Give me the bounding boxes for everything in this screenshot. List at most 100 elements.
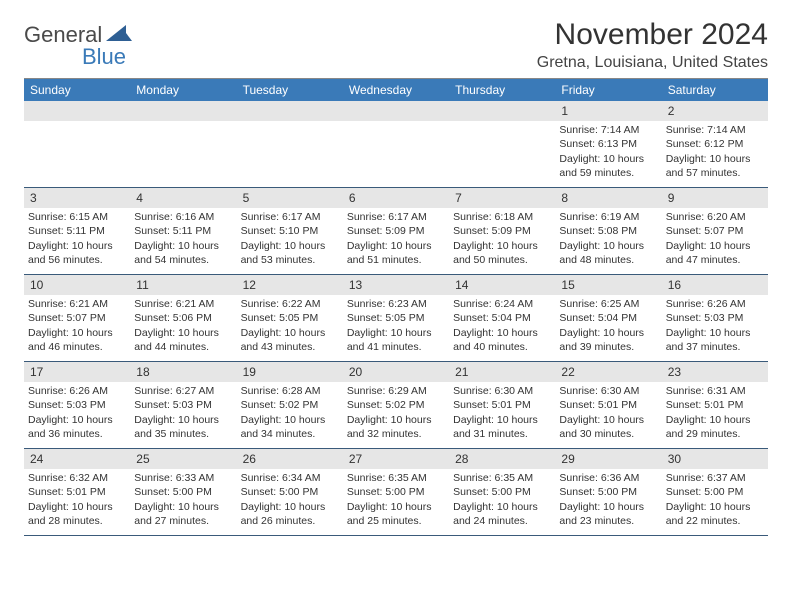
day-info-line: Sunrise: 7:14 AM bbox=[559, 123, 657, 137]
day-info-line: Daylight: 10 hours bbox=[666, 413, 764, 427]
day-info-line: and 29 minutes. bbox=[666, 427, 764, 441]
day-number: 25 bbox=[130, 449, 236, 469]
day-info-line: Sunset: 5:01 PM bbox=[453, 398, 551, 412]
weekday-header-row: SundayMondayTuesdayWednesdayThursdayFrid… bbox=[24, 79, 768, 101]
day-body: Sunrise: 6:19 AMSunset: 5:08 PMDaylight:… bbox=[555, 208, 661, 271]
day-number: 18 bbox=[130, 362, 236, 382]
day-info-line: Sunset: 5:01 PM bbox=[28, 485, 126, 499]
day-body: Sunrise: 6:23 AMSunset: 5:05 PMDaylight:… bbox=[343, 295, 449, 358]
day-body: Sunrise: 6:33 AMSunset: 5:00 PMDaylight:… bbox=[130, 469, 236, 532]
day-number: 4 bbox=[130, 188, 236, 208]
day-info-line: Sunrise: 6:26 AM bbox=[28, 384, 126, 398]
day-info-line: Sunset: 5:03 PM bbox=[28, 398, 126, 412]
week-row: 17Sunrise: 6:26 AMSunset: 5:03 PMDayligh… bbox=[24, 362, 768, 449]
day-info-line: Daylight: 10 hours bbox=[241, 326, 339, 340]
day-info-line: and 39 minutes. bbox=[559, 340, 657, 354]
calendar-grid: 1Sunrise: 7:14 AMSunset: 6:13 PMDaylight… bbox=[24, 101, 768, 536]
day-cell: 2Sunrise: 7:14 AMSunset: 6:12 PMDaylight… bbox=[662, 101, 768, 187]
day-cell: 24Sunrise: 6:32 AMSunset: 5:01 PMDayligh… bbox=[24, 449, 130, 535]
day-info-line: Sunset: 5:02 PM bbox=[241, 398, 339, 412]
weekday-header: Wednesday bbox=[343, 79, 449, 101]
day-number: 2 bbox=[662, 101, 768, 121]
day-number bbox=[130, 101, 236, 121]
week-row: 3Sunrise: 6:15 AMSunset: 5:11 PMDaylight… bbox=[24, 188, 768, 275]
day-info-line: Daylight: 10 hours bbox=[134, 239, 232, 253]
logo: General Blue bbox=[24, 22, 144, 70]
day-info-line: Sunrise: 6:37 AM bbox=[666, 471, 764, 485]
day-body: Sunrise: 6:28 AMSunset: 5:02 PMDaylight:… bbox=[237, 382, 343, 445]
day-info-line: Sunrise: 6:34 AM bbox=[241, 471, 339, 485]
day-info-line: Daylight: 10 hours bbox=[666, 500, 764, 514]
day-info-line: Sunset: 5:01 PM bbox=[559, 398, 657, 412]
day-cell: 15Sunrise: 6:25 AMSunset: 5:04 PMDayligh… bbox=[555, 275, 661, 361]
day-info-line: Daylight: 10 hours bbox=[347, 413, 445, 427]
day-info-line: Sunset: 5:02 PM bbox=[347, 398, 445, 412]
header: General Blue November 2024 Gretna, Louis… bbox=[24, 18, 768, 72]
day-info-line: and 22 minutes. bbox=[666, 514, 764, 528]
day-body: Sunrise: 6:35 AMSunset: 5:00 PMDaylight:… bbox=[343, 469, 449, 532]
day-info-line: Sunset: 5:09 PM bbox=[347, 224, 445, 238]
month-title: November 2024 bbox=[537, 18, 768, 52]
day-cell: 28Sunrise: 6:35 AMSunset: 5:00 PMDayligh… bbox=[449, 449, 555, 535]
day-info-line: Daylight: 10 hours bbox=[28, 413, 126, 427]
day-info-line: Sunrise: 6:35 AM bbox=[453, 471, 551, 485]
day-info-line: Sunrise: 6:30 AM bbox=[559, 384, 657, 398]
day-info-line: Sunrise: 6:24 AM bbox=[453, 297, 551, 311]
day-number: 13 bbox=[343, 275, 449, 295]
day-info-line: and 24 minutes. bbox=[453, 514, 551, 528]
day-info-line: and 54 minutes. bbox=[134, 253, 232, 267]
day-info-line: Sunrise: 6:15 AM bbox=[28, 210, 126, 224]
day-body bbox=[449, 121, 555, 127]
day-info-line: and 23 minutes. bbox=[559, 514, 657, 528]
day-info-line: and 46 minutes. bbox=[28, 340, 126, 354]
day-number bbox=[237, 101, 343, 121]
day-number: 15 bbox=[555, 275, 661, 295]
day-info-line: Sunrise: 6:27 AM bbox=[134, 384, 232, 398]
day-number: 21 bbox=[449, 362, 555, 382]
day-number: 17 bbox=[24, 362, 130, 382]
day-number: 20 bbox=[343, 362, 449, 382]
day-body: Sunrise: 6:24 AMSunset: 5:04 PMDaylight:… bbox=[449, 295, 555, 358]
day-cell bbox=[449, 101, 555, 187]
day-info-line: Daylight: 10 hours bbox=[666, 326, 764, 340]
weekday-header: Monday bbox=[130, 79, 236, 101]
day-number: 29 bbox=[555, 449, 661, 469]
day-info-line: Sunrise: 7:14 AM bbox=[666, 123, 764, 137]
day-info-line: Sunrise: 6:22 AM bbox=[241, 297, 339, 311]
weekday-header: Friday bbox=[555, 79, 661, 101]
day-info-line: and 41 minutes. bbox=[347, 340, 445, 354]
weekday-header: Tuesday bbox=[237, 79, 343, 101]
day-body: Sunrise: 6:27 AMSunset: 5:03 PMDaylight:… bbox=[130, 382, 236, 445]
day-info-line: Daylight: 10 hours bbox=[134, 326, 232, 340]
day-cell: 3Sunrise: 6:15 AMSunset: 5:11 PMDaylight… bbox=[24, 188, 130, 274]
day-info-line: Daylight: 10 hours bbox=[28, 500, 126, 514]
day-info-line: Daylight: 10 hours bbox=[559, 413, 657, 427]
day-info-line: Daylight: 10 hours bbox=[241, 413, 339, 427]
day-info-line: Daylight: 10 hours bbox=[559, 152, 657, 166]
day-number bbox=[24, 101, 130, 121]
day-info-line: Daylight: 10 hours bbox=[241, 239, 339, 253]
day-cell: 4Sunrise: 6:16 AMSunset: 5:11 PMDaylight… bbox=[130, 188, 236, 274]
day-body: Sunrise: 6:25 AMSunset: 5:04 PMDaylight:… bbox=[555, 295, 661, 358]
day-info-line: and 25 minutes. bbox=[347, 514, 445, 528]
day-body: Sunrise: 6:17 AMSunset: 5:10 PMDaylight:… bbox=[237, 208, 343, 271]
day-info-line: Daylight: 10 hours bbox=[134, 413, 232, 427]
day-info-line: Sunset: 5:00 PM bbox=[241, 485, 339, 499]
day-info-line: Daylight: 10 hours bbox=[666, 239, 764, 253]
day-cell bbox=[130, 101, 236, 187]
weekday-header: Sunday bbox=[24, 79, 130, 101]
day-info-line: Daylight: 10 hours bbox=[559, 500, 657, 514]
day-cell: 21Sunrise: 6:30 AMSunset: 5:01 PMDayligh… bbox=[449, 362, 555, 448]
day-info-line: Daylight: 10 hours bbox=[453, 326, 551, 340]
day-body: Sunrise: 6:26 AMSunset: 5:03 PMDaylight:… bbox=[662, 295, 768, 358]
day-body: Sunrise: 6:21 AMSunset: 5:07 PMDaylight:… bbox=[24, 295, 130, 358]
day-number: 12 bbox=[237, 275, 343, 295]
day-info-line: Sunrise: 6:26 AM bbox=[666, 297, 764, 311]
day-info-line: and 44 minutes. bbox=[134, 340, 232, 354]
weekday-header: Saturday bbox=[662, 79, 768, 101]
day-info-line: and 32 minutes. bbox=[347, 427, 445, 441]
day-info-line: Sunrise: 6:29 AM bbox=[347, 384, 445, 398]
day-cell: 10Sunrise: 6:21 AMSunset: 5:07 PMDayligh… bbox=[24, 275, 130, 361]
calendar: SundayMondayTuesdayWednesdayThursdayFrid… bbox=[24, 78, 768, 536]
day-number: 26 bbox=[237, 449, 343, 469]
